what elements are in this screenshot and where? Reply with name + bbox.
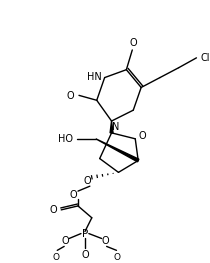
Text: Cl: Cl bbox=[201, 53, 210, 63]
Text: O: O bbox=[138, 131, 146, 141]
Text: N: N bbox=[112, 122, 119, 132]
Text: O: O bbox=[66, 91, 74, 101]
Text: O: O bbox=[53, 253, 60, 262]
Text: O: O bbox=[129, 38, 137, 48]
Text: HO: HO bbox=[58, 134, 73, 144]
Text: O: O bbox=[114, 253, 121, 262]
Polygon shape bbox=[110, 121, 113, 133]
Text: O: O bbox=[102, 236, 109, 246]
Text: P: P bbox=[82, 229, 88, 239]
Text: O: O bbox=[83, 176, 91, 186]
Text: O: O bbox=[50, 205, 57, 215]
Text: HN: HN bbox=[87, 72, 102, 82]
Text: O: O bbox=[81, 250, 89, 260]
Text: O: O bbox=[69, 190, 77, 200]
Polygon shape bbox=[96, 139, 139, 162]
Text: O: O bbox=[61, 236, 69, 246]
